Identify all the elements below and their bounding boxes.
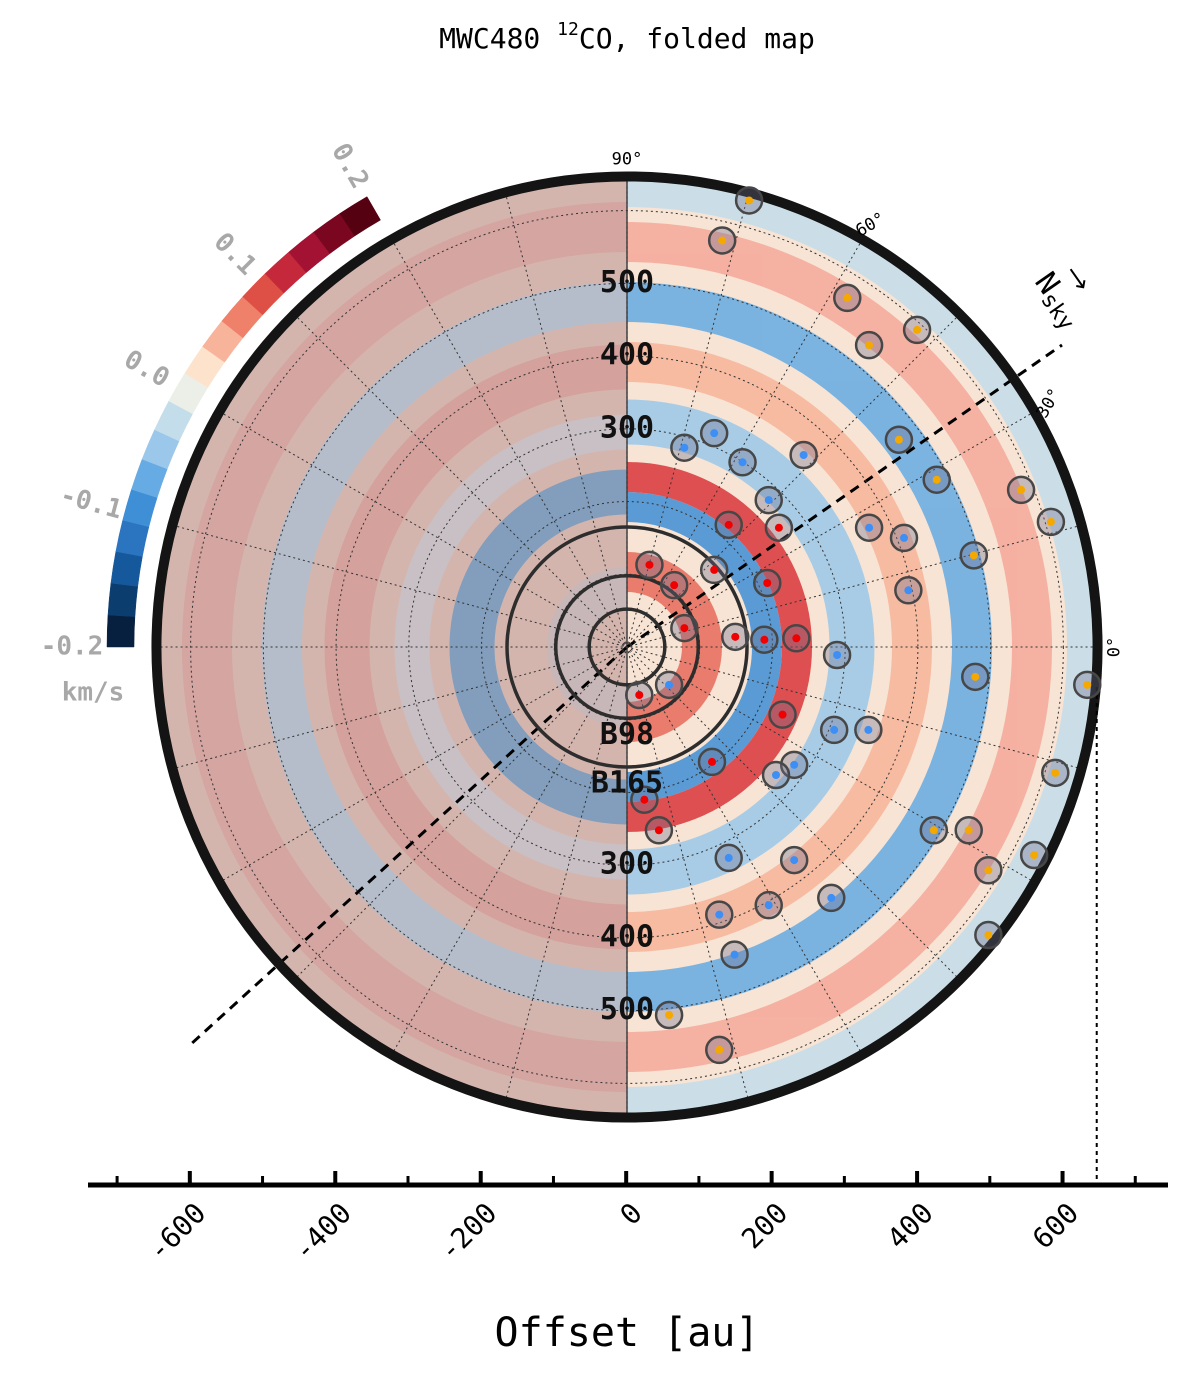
marker-dot [665,680,674,689]
r-tick-label: 400 [600,338,654,373]
marker-dot [710,429,719,438]
marker-dot [772,771,780,779]
marker-dot [708,757,716,766]
marker-dot [724,520,733,529]
marker-dot [1046,517,1055,526]
marker-dot [724,853,733,862]
x-tick-label: 600 [1026,1196,1085,1255]
colorbar-tick-label: 0.1 [208,227,262,281]
marker-dot [984,866,993,875]
chart-title: MWC480 12CO, folded map [439,19,815,55]
marker-dot [730,950,739,959]
colorbar-segment [107,582,139,617]
north-arrow [1069,268,1086,289]
colorbar-tick-label: 0.2 [325,138,374,194]
marker-dot [969,551,978,560]
marker-dot [843,293,852,302]
theta-tick-label: 90° [612,150,643,170]
marker-dot [1051,768,1060,777]
outer-edge [151,171,1103,1123]
ring [505,525,749,769]
x-tick-label: -600 [141,1196,212,1267]
marker-dot [830,725,839,734]
x-tick-label: -400 [287,1196,358,1267]
marker-dot [670,581,679,590]
marker-dot [665,1011,674,1019]
marker-dot [764,901,773,910]
colorbar-tick-label: 0.0 [119,344,175,393]
marker-dot [900,533,908,542]
colorbar-tick-label: -0.2 [41,632,104,662]
marker-dot [790,856,799,865]
marker-dot [984,931,993,939]
marker-dot [654,826,663,835]
r-tick-label: 400 [600,919,654,954]
ring [587,607,667,687]
marker-dot [913,325,922,334]
marker-dot [640,795,649,804]
marker-dot [964,826,973,835]
pa-line [188,343,1063,1047]
x-tick-label: 400 [881,1196,940,1255]
colorbar-segment [339,196,381,237]
x-tick-label: -200 [432,1196,503,1267]
r-grid-line [408,428,846,866]
marker-dot [865,341,874,350]
marker-dot [731,632,740,641]
marker-dot [864,725,873,734]
marker-dot [1030,851,1039,859]
ring-label: B98 [600,717,654,752]
marker-dot [932,475,941,484]
marker-dot [645,560,654,569]
colorbar-tick-label: -0.1 [57,480,125,525]
marker-dot [894,435,903,444]
marker-dot [763,579,772,587]
marker-dot [833,651,842,659]
marker-dot [738,458,747,467]
marker-dot [799,451,808,459]
ring [553,573,701,721]
marker-dot [715,910,724,919]
r-tick-label: 500 [600,265,654,300]
marker-dot [718,236,727,245]
r-tick-label: 300 [600,847,654,882]
marker-dot [1017,485,1026,494]
r-tick-label: 500 [600,992,654,1027]
x-axis-label: Offset [au] [495,1310,760,1356]
marker-dot [971,672,980,681]
marker-dot [778,710,787,719]
marker-dot [792,634,801,643]
marker-dot [710,565,719,574]
marker-dot [760,635,769,644]
north-label: Nsky [1025,266,1090,335]
colorbar-label: km/s [62,678,125,708]
marker-dot [904,586,913,595]
marker-dot [745,196,754,205]
colorbar-segment [106,614,136,648]
marker-dot [929,826,938,835]
r-tick-label: 300 [600,410,654,445]
marker-dot [715,1045,724,1054]
marker-dot [827,893,836,902]
marker-dot [680,443,689,452]
marker-dot [865,523,874,532]
theta-tick-label: 0° [1104,637,1124,657]
marker-dot [680,624,689,633]
ring-label: B165 [591,766,663,801]
marker-dot [774,523,783,532]
marker-dot [790,760,799,769]
marker-dot [635,691,644,699]
theta-grid-line [172,524,1082,770]
x-tick-label: 200 [735,1196,794,1255]
marker-dot [1083,680,1092,689]
colorbar-segment [110,551,143,587]
x-tick-label: 0 [614,1196,649,1231]
marker-dot [764,496,773,505]
